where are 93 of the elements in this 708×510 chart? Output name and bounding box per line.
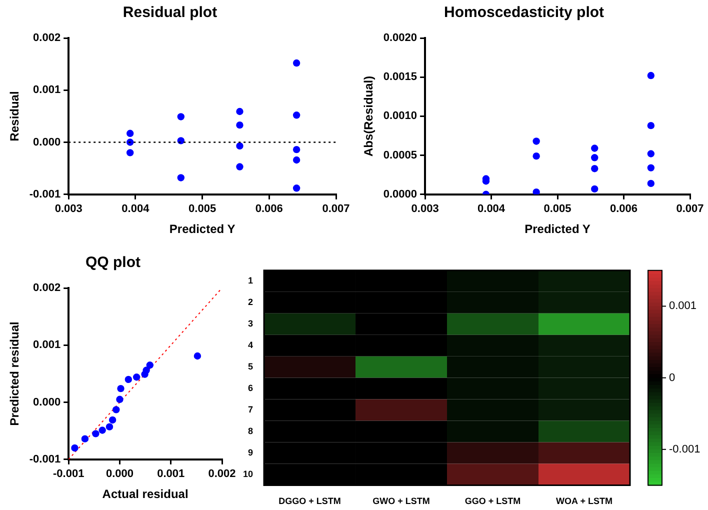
y-tick-label: 0.000 <box>33 396 61 408</box>
point <box>292 112 300 119</box>
x-tick-label: 0.001 <box>157 468 185 480</box>
x-tick-label: DGGO + LSTM <box>278 496 341 506</box>
chart-title: QQ plot <box>86 254 140 272</box>
point <box>92 430 100 438</box>
color-bar-label: 0.001 <box>669 300 697 312</box>
y-tick-label: 0.0010 <box>383 110 418 122</box>
chart-title: Homoscedasticity plot <box>444 4 604 22</box>
x-tick-label: GGO + LSTM <box>464 496 521 506</box>
x-tick-label: 0.005 <box>188 203 216 216</box>
y-tick-label: 7 <box>248 404 254 415</box>
point <box>647 150 655 158</box>
point <box>71 444 78 452</box>
point <box>236 163 244 170</box>
point <box>647 72 655 80</box>
y-tick-label: 0.002 <box>33 32 61 44</box>
point <box>98 426 106 434</box>
point <box>292 184 300 192</box>
y-tick-label: 0.0015 <box>383 71 418 84</box>
point <box>647 122 655 130</box>
point <box>591 185 598 193</box>
point <box>532 188 540 194</box>
x-tick-label: -0.001 <box>52 468 84 480</box>
point <box>146 362 154 369</box>
point <box>236 121 244 129</box>
y-axis-title: Abs(Residual) <box>362 76 376 157</box>
x-tick-label: 0.005 <box>544 203 572 216</box>
point <box>112 406 120 414</box>
y-tick-label: 0.000 <box>33 136 61 148</box>
y-axis-title: Residual <box>8 91 22 142</box>
point <box>647 180 655 188</box>
point <box>591 164 598 172</box>
point <box>177 113 184 120</box>
x-tick-label: 0.003 <box>411 203 439 216</box>
point <box>126 130 134 138</box>
x-tick-label: GWO + LSTM <box>372 496 430 506</box>
point <box>142 366 150 374</box>
y-tick-label: 0.0020 <box>383 32 418 44</box>
point <box>126 138 134 146</box>
chart-title: Residual plot <box>122 4 218 22</box>
point <box>133 374 140 381</box>
point <box>591 144 598 152</box>
x-tick-label: 0.004 <box>478 203 506 216</box>
y-tick-label: -0.001 <box>29 453 61 466</box>
point <box>116 396 124 404</box>
x-axis-title: Predicted Y <box>169 222 236 236</box>
y-tick-label: 2 <box>248 297 254 308</box>
y-tick-label: 1 <box>248 276 254 286</box>
x-axis-title: Actual residual <box>102 487 188 502</box>
x-tick-label: 0.000 <box>106 468 134 480</box>
y-tick-label: 10 <box>242 468 254 479</box>
x-tick-label: 0.003 <box>54 203 82 216</box>
point <box>292 146 300 154</box>
y-axis-title: Predicted residual <box>8 322 22 426</box>
point <box>292 156 300 164</box>
x-tick-label: 0.007 <box>676 203 704 216</box>
y-tick-label: 6 <box>248 383 254 394</box>
x-tick-label: 0.006 <box>610 203 638 216</box>
y-tick-label: 0.001 <box>33 84 61 96</box>
point <box>106 423 114 430</box>
y-tick-label: 9 <box>248 447 254 458</box>
y-tick-label: 4 <box>248 340 254 350</box>
point <box>591 154 598 162</box>
point <box>194 352 202 360</box>
point <box>124 376 132 384</box>
point <box>236 142 244 150</box>
x-tick-label: 0.006 <box>255 203 283 216</box>
point <box>236 108 244 116</box>
y-tick-label: 0.002 <box>33 282 61 294</box>
point <box>532 152 540 160</box>
point <box>108 416 116 424</box>
x-tick-label: 0.007 <box>322 203 350 216</box>
point <box>117 384 124 392</box>
y-tick-label: 0.0005 <box>383 149 418 162</box>
y-tick-label: -0.001 <box>29 188 61 200</box>
x-tick-label: WOA + LSTM <box>556 496 612 506</box>
point <box>532 138 540 145</box>
point <box>81 435 89 442</box>
color-bar-label: -0.001 <box>669 443 700 456</box>
x-axis-title: Predicted Y <box>524 222 590 236</box>
y-tick-label: 0.001 <box>33 339 61 352</box>
y-tick-label: 8 <box>248 426 254 436</box>
y-tick-label: 0.0000 <box>383 188 418 200</box>
y-tick-label: 3 <box>248 318 254 329</box>
point <box>126 149 134 156</box>
point <box>647 164 655 172</box>
x-tick-label: 0.002 <box>208 468 236 480</box>
y-tick-label: 5 <box>248 362 254 372</box>
x-tick-label: 0.004 <box>122 203 150 216</box>
point <box>177 174 184 182</box>
color-bar-label: 0 <box>669 372 676 384</box>
point <box>292 59 300 67</box>
